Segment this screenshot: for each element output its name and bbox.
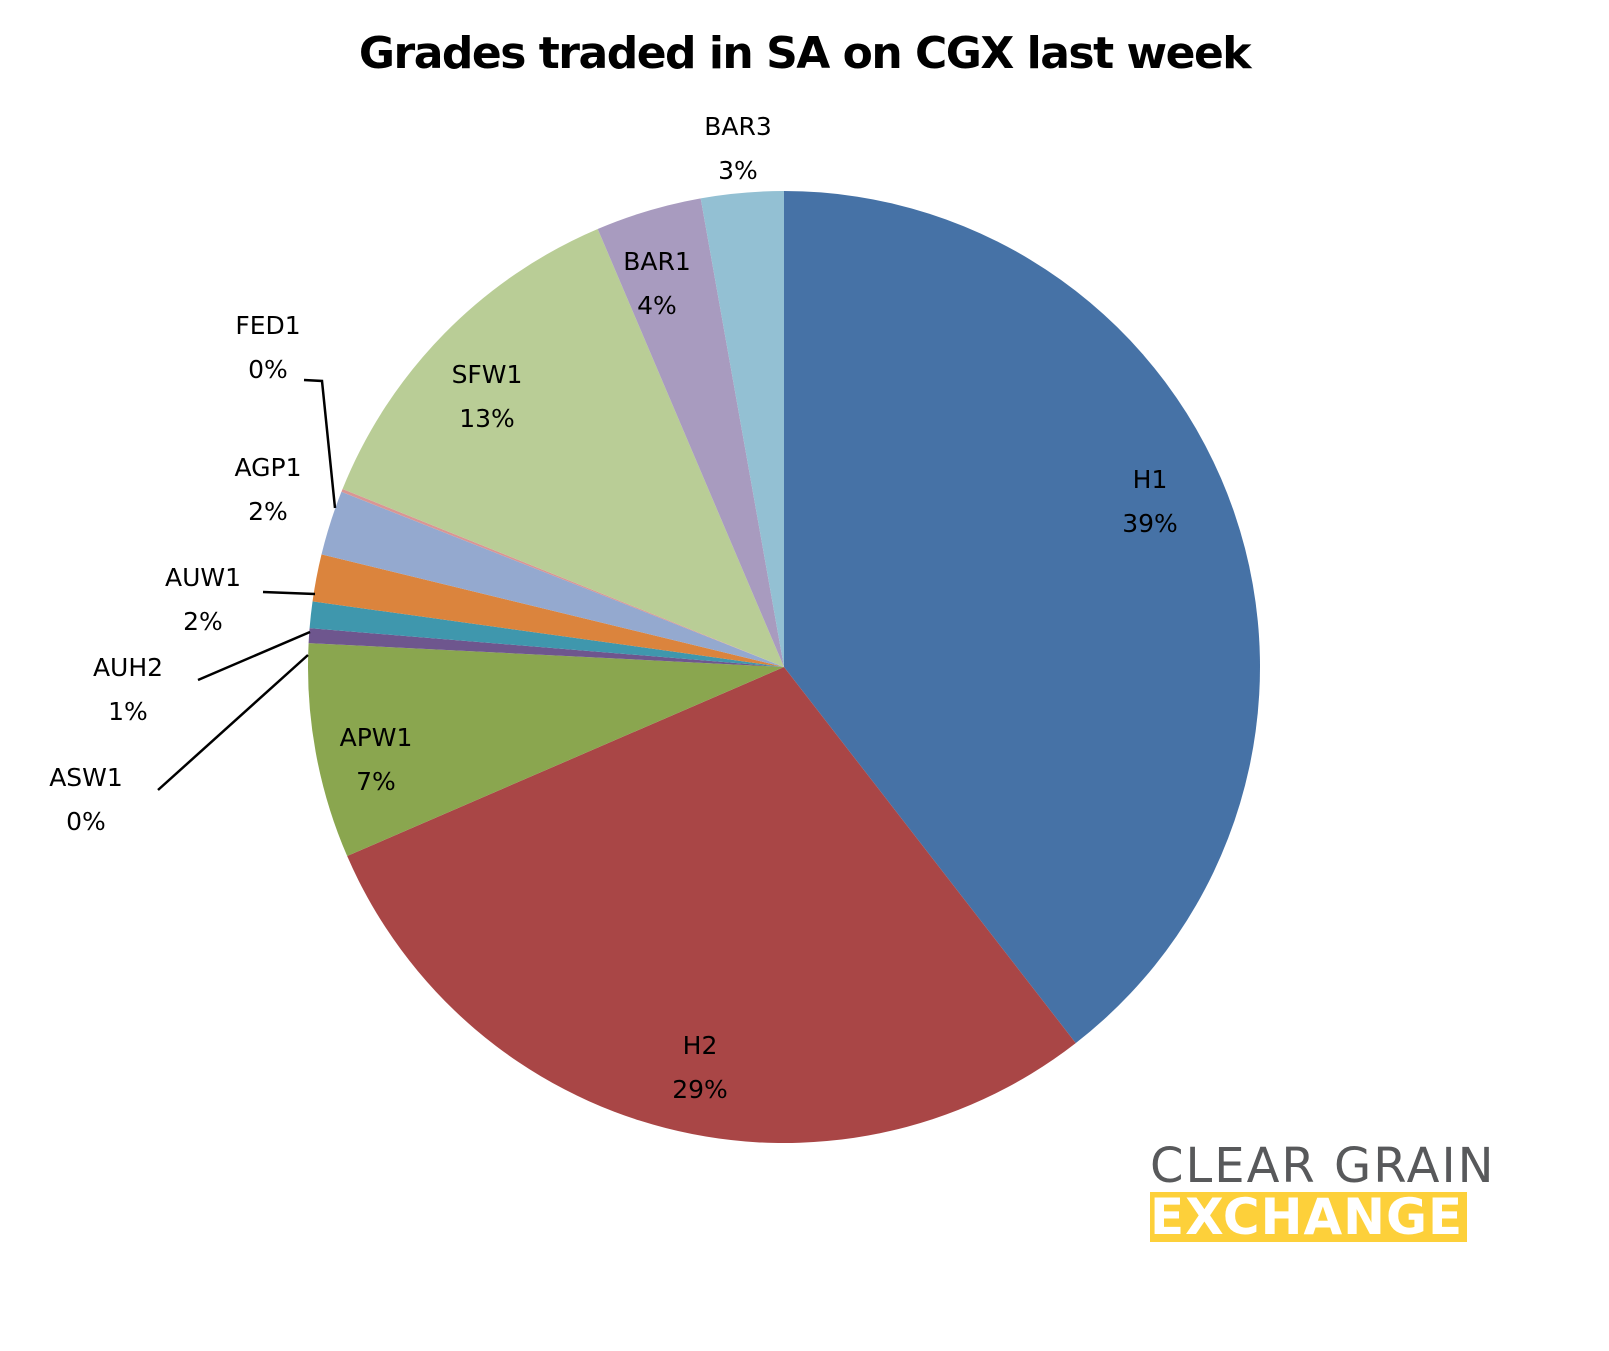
slice-label-bar3: BAR3 (704, 112, 772, 141)
pie-slice-bar3 (700, 191, 784, 667)
chart-title: Grades traded in SA on CGX last week (358, 28, 1252, 79)
slice-pct-bar3: 3% (718, 156, 758, 185)
leader-line-asw1 (157, 654, 309, 791)
leader-line-auh2 (197, 630, 311, 682)
slice-label-auw1: AUW1 (165, 563, 241, 592)
slice-label-agp1: AGP1 (234, 453, 301, 482)
slice-pct-apw1: 7% (356, 767, 396, 796)
slice-label-h2: H2 (683, 1031, 718, 1060)
slice-pct-sfw1: 13% (459, 404, 515, 433)
pie-slice-auh2 (309, 601, 784, 667)
leader-line-fed1 (303, 378, 337, 509)
slice-label-asw1: ASW1 (49, 763, 123, 792)
slice-label-auh2: AUH2 (93, 653, 163, 682)
slice-labels: H1 39% H2 29% APW1 7% ASW1 0% AUH2 1% AUW1 2% AGP1 2%… (49, 112, 1178, 1104)
slice-pct-fed1: 0% (248, 355, 288, 384)
leader-lines (157, 378, 337, 791)
pie-slice-asw1 (308, 628, 784, 667)
slice-pct-h2: 29% (672, 1075, 728, 1104)
pie-slices (308, 191, 1261, 1144)
pie-slice-bar1 (597, 198, 784, 667)
slice-pct-agp1: 2% (248, 497, 288, 526)
logo-line-2: EXCHANGE (1150, 1192, 1468, 1242)
slice-label-apw1: APW1 (340, 723, 413, 752)
slice-pct-bar1: 4% (637, 291, 677, 320)
logo-line-1: CLEAR GRAIN (1150, 1138, 1496, 1194)
pie-slice-apw1 (308, 643, 784, 857)
pie-slice-agp1 (321, 491, 784, 667)
clear-grain-exchange-logo: CLEAR GRAIN EXCHANGE (1150, 1140, 1550, 1242)
pie-slice-h1 (784, 191, 1261, 1044)
slice-label-fed1: FED1 (235, 311, 300, 340)
slice-pct-auh2: 1% (108, 697, 148, 726)
slice-pct-asw1: 0% (66, 807, 106, 836)
pie-slice-sfw1 (342, 228, 784, 667)
slice-label-sfw1: SFW1 (452, 360, 523, 389)
leader-line-auw1 (262, 590, 316, 596)
pie-slice-auw1 (312, 554, 784, 667)
slice-pct-auw1: 2% (183, 607, 223, 636)
slice-label-bar1: BAR1 (623, 247, 691, 276)
slice-label-h1: H1 (1133, 465, 1168, 494)
slice-pct-h1: 39% (1122, 509, 1178, 538)
pie-slice-fed1 (341, 488, 784, 667)
pie-slice-h2 (347, 667, 1076, 1144)
